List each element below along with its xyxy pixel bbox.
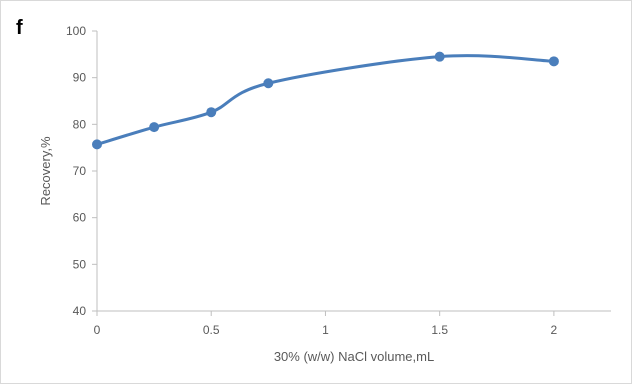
data-point — [206, 107, 217, 118]
y-tick-label: 70 — [73, 164, 87, 178]
x-tick-label: 0 — [94, 323, 101, 337]
axes: 40 50 60 70 80 90 100 0 0.5 1 1.5 2 — [66, 24, 611, 337]
y-tick-label: 40 — [73, 304, 87, 318]
data-point — [548, 56, 559, 67]
panel-label: f — [16, 17, 23, 39]
y-tick-label: 90 — [73, 71, 87, 85]
data-point — [149, 122, 160, 133]
data-point — [263, 78, 274, 89]
x-tick-label: 2 — [551, 323, 558, 337]
x-tick-label: 1 — [322, 323, 329, 337]
y-tick-label: 60 — [73, 211, 87, 225]
y-axis-title: Recovery,% — [38, 136, 53, 206]
series-layer — [92, 51, 559, 150]
y-tick-label: 80 — [73, 117, 87, 131]
y-tick-label: 100 — [66, 24, 86, 38]
y-tick-label: 50 — [73, 257, 87, 271]
data-point — [434, 51, 445, 62]
x-tick-label: 1.5 — [431, 323, 448, 337]
data-point — [92, 139, 102, 150]
x-tick-label: 0.5 — [203, 323, 220, 337]
x-axis-title: 30% (w/w) NaCl volume,mL — [274, 349, 434, 364]
